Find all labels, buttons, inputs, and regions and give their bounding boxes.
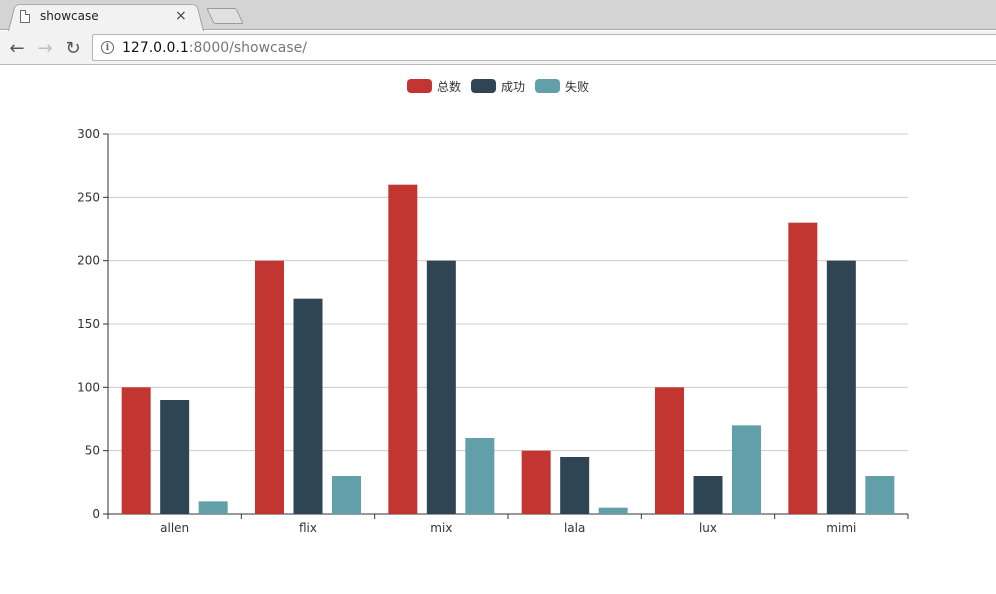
close-tab-icon[interactable]: × bbox=[175, 8, 187, 24]
x-tick-label: allen bbox=[160, 521, 189, 535]
legend-swatch-fail bbox=[535, 79, 560, 93]
x-tick-label: lala bbox=[564, 521, 585, 535]
y-tick-label: 150 bbox=[77, 317, 100, 331]
url-host: 127.0.0.1 bbox=[122, 39, 189, 56]
x-tick-label: flix bbox=[299, 521, 317, 535]
y-tick-label: 100 bbox=[77, 380, 100, 394]
y-tick-label: 200 bbox=[77, 254, 100, 268]
legend-item-fail[interactable]: 失败 bbox=[535, 78, 589, 95]
bar-lux-1 bbox=[693, 476, 723, 514]
bar-allen-1 bbox=[160, 400, 190, 514]
y-tick-label: 300 bbox=[77, 127, 100, 141]
bar-mix-2 bbox=[465, 438, 495, 514]
tab-strip: showcase × bbox=[0, 0, 996, 32]
bar-allen-0 bbox=[121, 387, 151, 514]
browser-toolbar: ← → ↻ i 127.0.0.1:8000/showcase/ bbox=[0, 31, 996, 65]
bar-mimi-0 bbox=[788, 222, 818, 514]
legend-swatch-total bbox=[406, 79, 432, 93]
tab-title: showcase bbox=[40, 9, 99, 23]
reload-icon[interactable]: ↻ bbox=[65, 37, 81, 59]
x-tick-label: mimi bbox=[826, 521, 856, 535]
bar-mimi-1 bbox=[826, 260, 856, 514]
bar-lala-0 bbox=[521, 450, 551, 514]
y-tick-label: 50 bbox=[85, 444, 100, 458]
info-icon[interactable]: i bbox=[101, 41, 114, 54]
legend-label-fail: 失败 bbox=[565, 79, 590, 94]
chart-legend: 总数 成功 失败 bbox=[0, 77, 996, 95]
bar-mix-0 bbox=[388, 184, 418, 514]
bar-lala-2 bbox=[598, 507, 628, 514]
bar-flix-0 bbox=[255, 260, 284, 514]
url-path: :8000/showcase/ bbox=[188, 39, 307, 56]
bar-lux-0 bbox=[655, 387, 684, 514]
legend-item-success[interactable]: 成功 bbox=[470, 78, 525, 95]
legend-label-success: 成功 bbox=[500, 79, 525, 94]
bar-flix-1 bbox=[293, 298, 323, 514]
legend-swatch-success bbox=[470, 79, 496, 93]
address-bar[interactable]: i 127.0.0.1:8000/showcase/ bbox=[92, 34, 996, 61]
y-tick-label: 0 bbox=[92, 507, 100, 521]
bar-flix-2 bbox=[332, 476, 361, 514]
y-tick-label: 250 bbox=[77, 190, 100, 204]
forward-arrow-icon[interactable]: → bbox=[37, 37, 53, 59]
back-arrow-icon[interactable]: ← bbox=[9, 37, 25, 59]
browser-tab-content[interactable]: showcase × bbox=[20, 5, 200, 27]
legend-label-total: 总数 bbox=[436, 79, 461, 94]
bar-lala-1 bbox=[560, 457, 590, 514]
bar-lux-2 bbox=[732, 425, 761, 514]
bar-mimi-2 bbox=[865, 476, 895, 514]
x-tick-label: mix bbox=[430, 521, 452, 535]
x-tick-label: lux bbox=[699, 521, 717, 535]
legend-item-total[interactable]: 总数 bbox=[406, 78, 461, 95]
bar-mix-1 bbox=[426, 260, 456, 514]
document-icon bbox=[20, 9, 30, 23]
bar-allen-2 bbox=[198, 501, 228, 514]
